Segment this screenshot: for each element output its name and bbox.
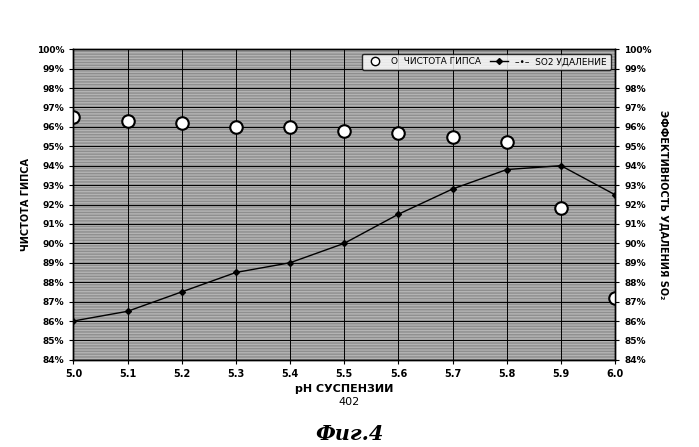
Text: Фиг.4: Фиг.4 (315, 424, 384, 443)
Legend: O  ЧИСТОТА ГИПСА, –•–  SO2 УДАЛЕНИЕ: O ЧИСТОТА ГИПСА, –•– SO2 УДАЛЕНИЕ (362, 54, 611, 70)
Text: 402: 402 (339, 397, 360, 407)
Y-axis label: ЧИСТОТА ГИПСА: ЧИСТОТА ГИПСА (21, 158, 31, 251)
X-axis label: рН СУСПЕНЗИИ: рН СУСПЕНЗИИ (295, 384, 394, 394)
Y-axis label: ЭФФЕКТИВНОСТЬ УДАЛЕНИЯ SO₂: ЭФФЕКТИВНОСТЬ УДАЛЕНИЯ SO₂ (658, 110, 668, 299)
